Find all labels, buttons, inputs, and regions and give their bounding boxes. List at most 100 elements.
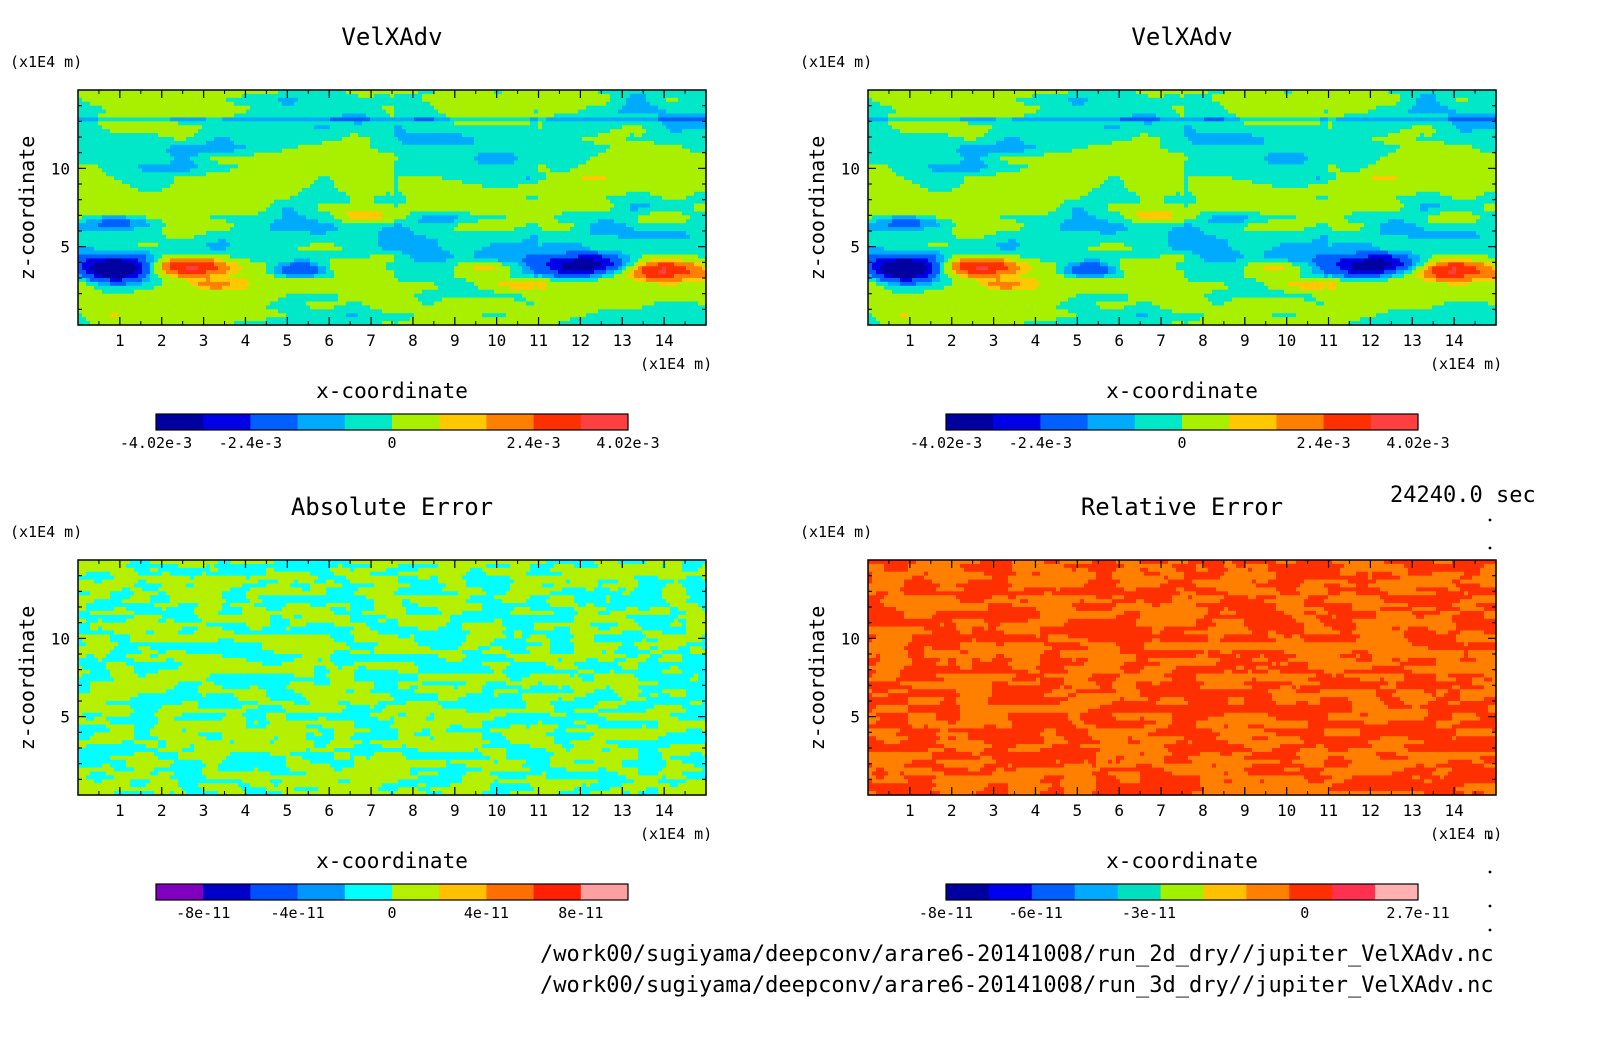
heatmap-cell — [406, 313, 411, 318]
heatmap-cell — [238, 298, 243, 303]
heatmap-cell — [174, 137, 179, 142]
heatmap-cell — [378, 149, 383, 154]
heatmap-cell — [250, 258, 255, 263]
heatmap-cell — [402, 231, 407, 236]
heatmap-cell — [226, 168, 231, 173]
heatmap-cell — [194, 117, 199, 122]
heatmap-cell — [394, 192, 399, 197]
heatmap-cell — [82, 176, 87, 181]
heatmap-cell — [86, 180, 91, 185]
heatmap-cell — [170, 180, 175, 185]
heatmap-cell — [294, 274, 299, 279]
heatmap-cell — [298, 102, 303, 107]
heatmap-cell — [374, 262, 379, 267]
heatmap-cell — [338, 215, 343, 220]
heatmap-cell — [222, 239, 227, 244]
heatmap-cell — [134, 235, 139, 240]
heatmap-cell — [290, 176, 295, 181]
heatmap-cell — [322, 262, 327, 267]
heatmap-cell — [250, 180, 255, 185]
heatmap-cell — [154, 200, 159, 205]
heatmap-cell — [326, 309, 331, 314]
heatmap-cell — [218, 282, 223, 287]
heatmap-cell — [106, 125, 111, 130]
heatmap-cell — [362, 262, 367, 267]
heatmap-cell — [318, 121, 323, 126]
heatmap-cell — [118, 161, 123, 166]
heatmap-cell — [178, 129, 183, 134]
heatmap-cell — [298, 286, 303, 291]
heatmap-cell — [242, 255, 247, 260]
heatmap-cell — [230, 255, 235, 260]
heatmap-cell — [358, 129, 363, 134]
heatmap-cell — [274, 168, 279, 173]
heatmap-cell — [230, 219, 235, 224]
heatmap-cell — [226, 258, 231, 263]
heatmap-cell — [230, 106, 235, 111]
heatmap-cell — [386, 219, 391, 224]
heatmap-cell — [358, 235, 363, 240]
heatmap-cell — [158, 137, 163, 142]
heatmap-cell — [138, 161, 143, 166]
heatmap-cell — [350, 98, 355, 103]
heatmap-cell — [210, 161, 215, 166]
heatmap-cell — [270, 215, 275, 220]
heatmap-cell — [310, 274, 315, 279]
heatmap-cell — [98, 247, 103, 252]
heatmap-cell — [326, 208, 331, 213]
heatmap-cell — [290, 251, 295, 256]
heatmap-cell — [222, 298, 227, 303]
heatmap-cell — [210, 164, 215, 169]
heatmap-cell — [306, 282, 311, 287]
heatmap-cell — [102, 286, 107, 291]
heatmap-cell — [182, 266, 187, 271]
heatmap-cell — [298, 145, 303, 150]
heatmap-cell — [194, 298, 199, 303]
heatmap-cell — [254, 168, 259, 173]
heatmap-cell — [242, 180, 247, 185]
heatmap-cell — [154, 274, 159, 279]
heatmap-cell — [106, 298, 111, 303]
heatmap-cell — [354, 309, 359, 314]
heatmap-cell — [194, 125, 199, 130]
heatmap-cell — [282, 121, 287, 126]
heatmap-cell — [350, 168, 355, 173]
heatmap-cell — [110, 235, 115, 240]
heatmap-cell — [110, 309, 115, 314]
heatmap-cell — [150, 110, 155, 115]
heatmap-cell — [182, 278, 187, 283]
heatmap-cell — [350, 141, 355, 146]
heatmap-cell — [378, 255, 383, 260]
heatmap-cell — [242, 251, 247, 256]
heatmap-cell — [126, 282, 131, 287]
heatmap-cell — [394, 313, 399, 318]
heatmap-cell — [182, 196, 187, 201]
heatmap-cell — [258, 106, 263, 111]
heatmap-cell — [250, 110, 255, 115]
heatmap-cell — [262, 176, 267, 181]
heatmap-cell — [154, 305, 159, 310]
heatmap-cell — [334, 219, 339, 224]
heatmap-cell — [170, 94, 175, 99]
heatmap-cell — [202, 227, 207, 232]
heatmap-cell — [86, 184, 91, 189]
heatmap-cell — [238, 172, 243, 177]
heatmap-cell — [294, 129, 299, 134]
heatmap-cell — [366, 215, 371, 220]
heatmap-cell — [298, 227, 303, 232]
heatmap-cell — [138, 223, 143, 228]
heatmap-cell — [114, 188, 119, 193]
heatmap-cell — [82, 102, 87, 107]
heatmap-cell — [274, 239, 279, 244]
heatmap-cell — [262, 294, 267, 299]
heatmap-cell — [222, 231, 227, 236]
heatmap-cell — [150, 157, 155, 162]
heatmap-cell — [262, 208, 267, 213]
heatmap-cell — [238, 239, 243, 244]
heatmap-cell — [110, 180, 115, 185]
heatmap-cell — [126, 286, 131, 291]
heatmap-cell — [138, 255, 143, 260]
heatmap-cell — [222, 204, 227, 209]
heatmap-cell — [274, 282, 279, 287]
heatmap-cell — [218, 114, 223, 119]
